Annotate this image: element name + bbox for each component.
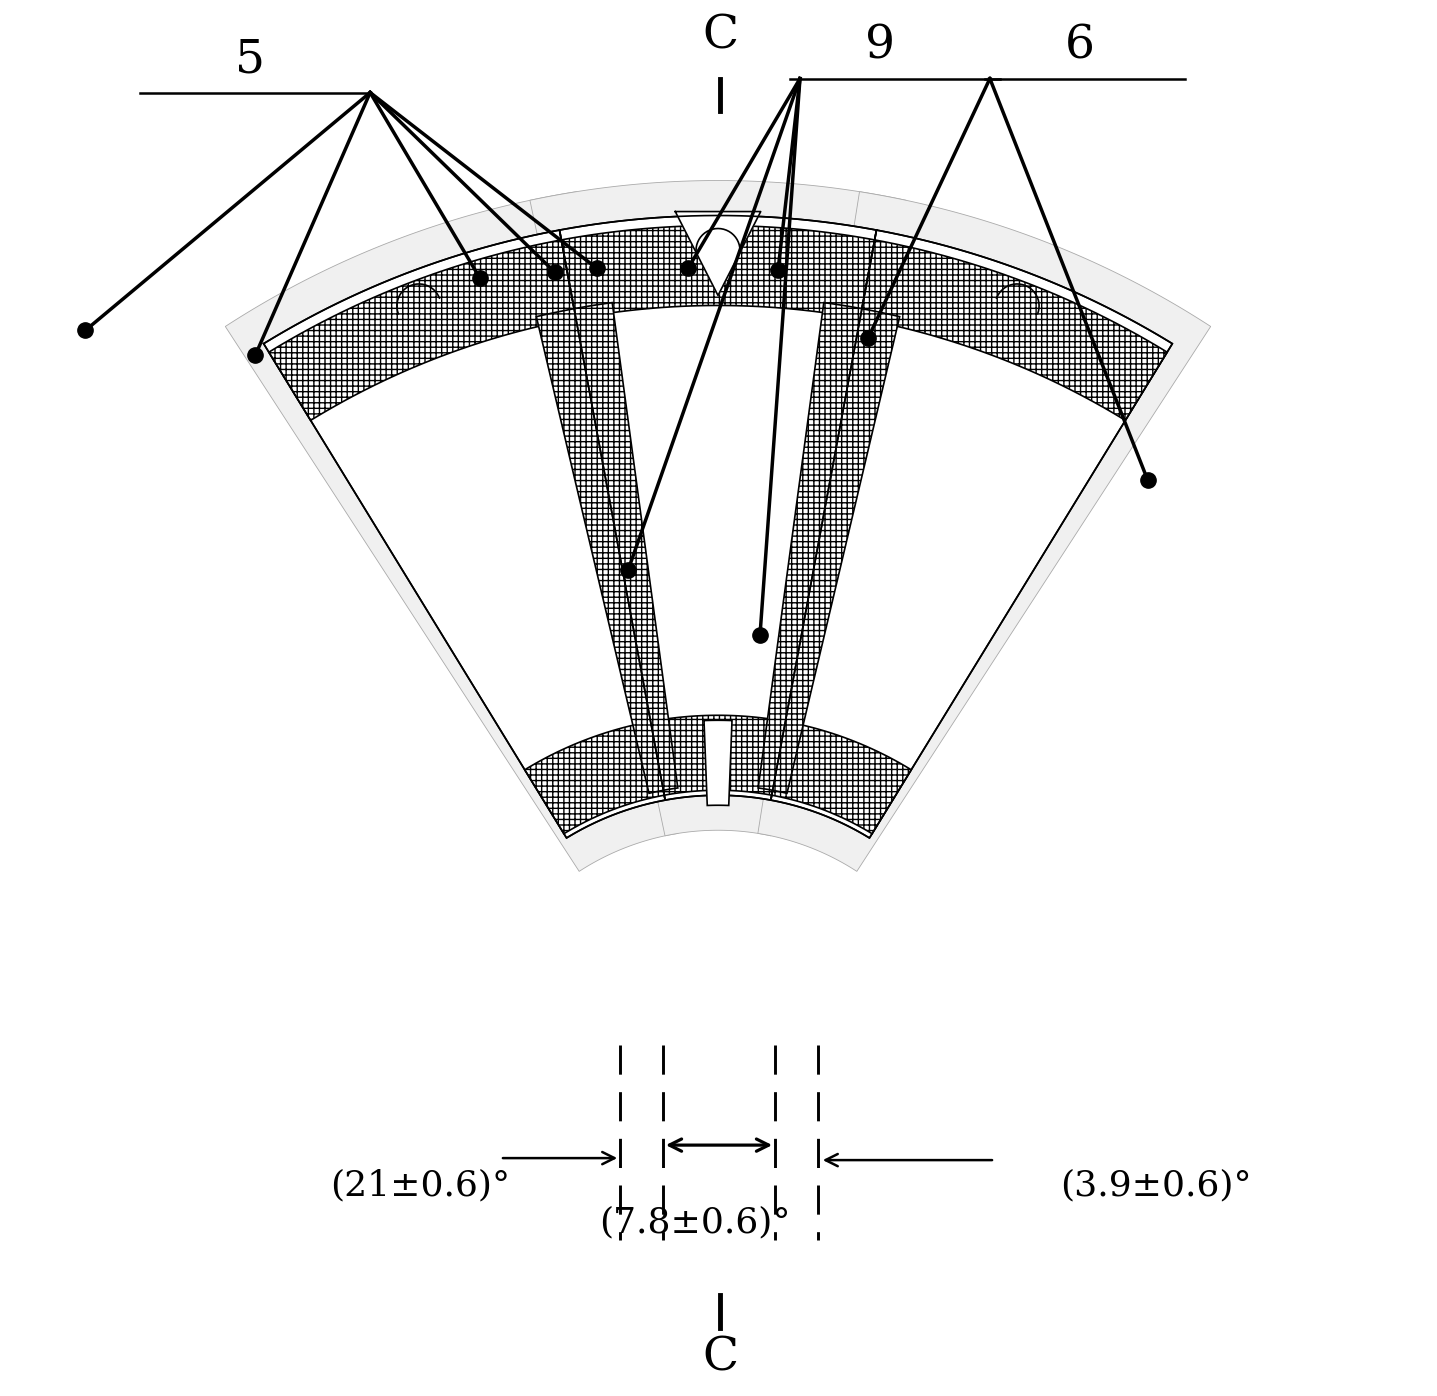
Polygon shape	[757, 191, 1211, 871]
Polygon shape	[772, 722, 911, 833]
Text: (21±0.6)°: (21±0.6)°	[331, 1168, 510, 1202]
Text: C: C	[701, 14, 739, 59]
Polygon shape	[651, 715, 786, 796]
Text: C: C	[701, 1335, 739, 1381]
Text: 9: 9	[865, 24, 895, 68]
Polygon shape	[770, 230, 1173, 838]
Text: 5: 5	[236, 38, 266, 82]
Polygon shape	[861, 240, 1167, 420]
Polygon shape	[263, 230, 665, 838]
Polygon shape	[562, 226, 875, 318]
Polygon shape	[530, 180, 907, 836]
Text: 6: 6	[1065, 24, 1095, 68]
Polygon shape	[226, 191, 678, 871]
Polygon shape	[536, 303, 678, 793]
Polygon shape	[675, 212, 760, 296]
Polygon shape	[759, 303, 900, 793]
Polygon shape	[704, 720, 731, 805]
Text: (7.8±0.6)°: (7.8±0.6)°	[599, 1205, 790, 1240]
Polygon shape	[559, 215, 877, 800]
Polygon shape	[525, 722, 664, 833]
Text: (3.9±0.6)°: (3.9±0.6)°	[1061, 1168, 1252, 1202]
Polygon shape	[269, 240, 576, 420]
